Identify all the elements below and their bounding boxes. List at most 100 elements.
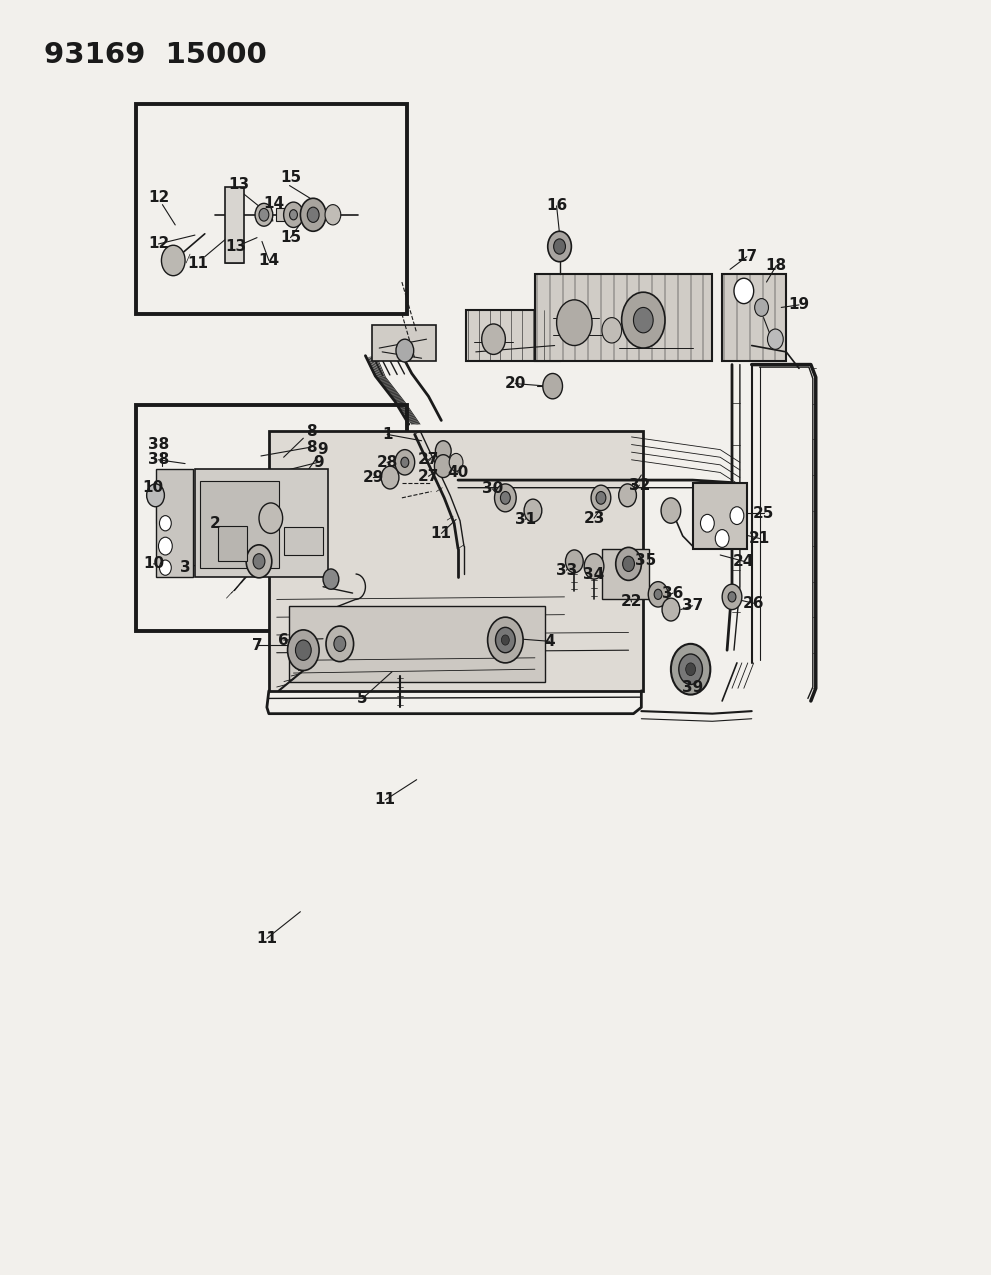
Text: 22: 22 [620, 594, 642, 609]
Circle shape [618, 484, 636, 506]
Text: 7: 7 [252, 638, 263, 653]
Circle shape [401, 458, 408, 468]
Circle shape [548, 231, 572, 261]
Circle shape [259, 208, 269, 221]
Text: 14: 14 [264, 196, 284, 210]
Text: 37: 37 [682, 598, 704, 613]
Text: 8: 8 [306, 425, 316, 440]
Circle shape [159, 537, 172, 555]
Text: 11: 11 [187, 255, 208, 270]
Text: 30: 30 [482, 482, 503, 496]
Text: 10: 10 [143, 556, 165, 571]
Circle shape [289, 209, 297, 219]
Text: 24: 24 [733, 553, 754, 569]
Circle shape [449, 454, 463, 472]
Bar [136, 105, 407, 314]
Text: 6: 6 [278, 632, 289, 648]
Circle shape [160, 560, 171, 575]
Text: 32: 32 [628, 478, 650, 492]
Circle shape [767, 329, 783, 349]
Circle shape [671, 644, 711, 695]
Text: 31: 31 [514, 513, 535, 527]
Circle shape [654, 589, 662, 599]
Circle shape [602, 317, 621, 343]
Circle shape [716, 529, 729, 547]
Circle shape [295, 640, 311, 660]
Text: 15: 15 [280, 171, 301, 185]
Text: 13: 13 [229, 177, 250, 191]
Circle shape [488, 617, 523, 663]
Text: 38: 38 [148, 453, 169, 467]
Circle shape [434, 455, 452, 478]
Text: 12: 12 [148, 236, 169, 251]
Circle shape [591, 486, 610, 510]
Circle shape [396, 339, 413, 362]
Circle shape [557, 300, 592, 346]
Text: 40: 40 [447, 465, 469, 479]
Text: 1: 1 [382, 427, 392, 442]
Text: 93169  15000: 93169 15000 [45, 41, 267, 69]
Circle shape [255, 203, 273, 226]
Circle shape [334, 636, 346, 652]
Circle shape [259, 502, 282, 533]
Text: 13: 13 [226, 238, 247, 254]
Bar [136, 405, 407, 631]
Bar [275, 208, 285, 221]
Text: 29: 29 [363, 470, 384, 484]
Text: 11: 11 [375, 793, 395, 807]
Circle shape [524, 499, 542, 521]
Bar [195, 469, 328, 576]
Text: 11: 11 [431, 525, 452, 541]
Text: 26: 26 [743, 595, 764, 611]
Circle shape [755, 298, 768, 316]
Circle shape [500, 492, 510, 504]
Bar [535, 274, 713, 361]
Bar [288, 606, 545, 682]
Circle shape [325, 204, 341, 224]
Circle shape [326, 626, 354, 662]
Circle shape [482, 324, 505, 354]
Text: 23: 23 [584, 511, 605, 525]
Circle shape [162, 245, 185, 275]
Circle shape [734, 278, 754, 303]
Text: 27: 27 [418, 469, 439, 483]
Bar [602, 548, 649, 599]
Bar [373, 325, 436, 361]
Circle shape [679, 654, 703, 685]
Circle shape [554, 238, 566, 254]
Text: 21: 21 [749, 530, 770, 546]
Text: 36: 36 [662, 585, 684, 601]
Circle shape [160, 515, 171, 530]
Circle shape [621, 292, 665, 348]
Text: 16: 16 [546, 199, 567, 213]
Circle shape [566, 550, 584, 572]
Text: 27: 27 [418, 453, 439, 467]
Text: 34: 34 [584, 566, 605, 581]
Circle shape [686, 663, 696, 676]
Text: 38: 38 [148, 437, 169, 453]
Circle shape [622, 556, 634, 571]
Circle shape [584, 553, 604, 579]
Circle shape [300, 199, 326, 231]
Text: 20: 20 [504, 376, 526, 391]
Bar [218, 525, 247, 561]
Bar [283, 527, 323, 555]
Text: 39: 39 [682, 680, 704, 695]
Text: 18: 18 [766, 258, 787, 273]
Text: 14: 14 [259, 252, 279, 268]
Circle shape [253, 553, 265, 569]
Text: 2: 2 [209, 516, 220, 530]
Text: 10: 10 [142, 481, 164, 495]
Circle shape [435, 441, 451, 462]
Circle shape [283, 201, 303, 227]
Circle shape [246, 544, 272, 578]
Circle shape [287, 630, 319, 671]
Circle shape [543, 374, 563, 399]
Circle shape [147, 484, 165, 506]
Text: 3: 3 [179, 560, 190, 575]
Bar [156, 469, 193, 576]
Circle shape [496, 627, 515, 653]
Text: 35: 35 [634, 552, 656, 567]
Bar [466, 310, 560, 361]
Bar [693, 483, 747, 548]
